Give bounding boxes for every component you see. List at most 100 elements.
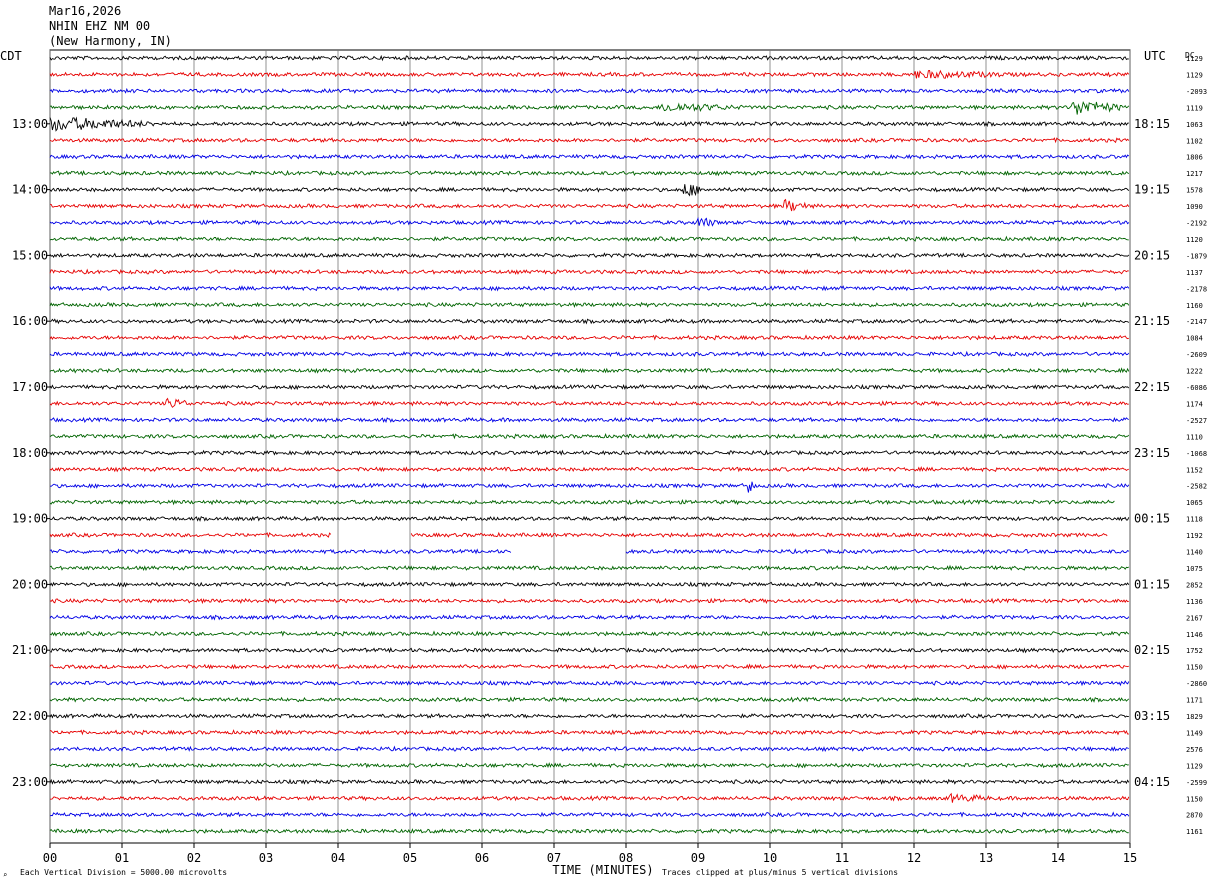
trace-group: [49, 54, 1130, 835]
utc-hour-label: 20:15: [1134, 248, 1170, 262]
seismic-trace: [49, 811, 1130, 818]
dc-offset-label: 1150: [1186, 664, 1203, 672]
x-tick-label: 10: [763, 851, 777, 865]
dc-offset-label: 1090: [1186, 203, 1203, 211]
dc-offset-label: 1192: [1186, 532, 1203, 540]
dc-offset-label: -6086: [1186, 384, 1207, 392]
seismic-trace: [49, 581, 1130, 588]
dc-offset-label: 1084: [1186, 335, 1203, 343]
seismic-trace: [49, 531, 1108, 539]
scale-note: Each Vertical Division = 5000.00 microvo…: [20, 868, 227, 877]
dc-offset-label: -1068: [1186, 450, 1207, 458]
utc-hour-label: 01:15: [1134, 577, 1170, 591]
cdt-hour-label: 20:00: [12, 577, 48, 591]
utc-hour-label: 22:15: [1134, 380, 1170, 394]
x-tick-label: 05: [403, 851, 417, 865]
cdt-hour-label: 19:00: [12, 512, 48, 526]
x-tick-label: 13: [979, 851, 993, 865]
dc-offset-label: 2167: [1186, 614, 1203, 622]
axis-labels: 00 01 02 03 04 05 06 07 08 09 10 11 12 13 14 15 1129 1129…: [12, 55, 1207, 865]
dc-offset-label: -2147: [1186, 318, 1207, 326]
utc-axis-label: UTC: [1144, 49, 1166, 63]
dc-offset-label: 1152: [1186, 466, 1203, 474]
x-tick-label: 07: [547, 851, 561, 865]
seismic-trace: [49, 54, 1129, 62]
dc-offset-label: 1160: [1186, 302, 1203, 310]
dc-offset-label: 1829: [1186, 713, 1203, 721]
clip-note: Traces clipped at plus/minus 5 vertical …: [662, 868, 898, 877]
x-tick-label: 04: [331, 851, 345, 865]
seismic-trace: [49, 465, 1129, 473]
dc-offset-label: -2860: [1186, 680, 1207, 688]
utc-hour-label: 21:15: [1134, 314, 1170, 328]
cdt-hour-label: 22:00: [12, 709, 48, 723]
dc-offset-label: 1129: [1186, 762, 1203, 770]
dc-offset-label: -2527: [1186, 417, 1207, 425]
seismic-trace: [49, 334, 1129, 341]
x-tick-label: 12: [907, 851, 921, 865]
x-tick-label: 00: [43, 851, 57, 865]
dc-offset-label: 2852: [1186, 581, 1203, 589]
seismic-trace: [49, 101, 1130, 115]
cdt-hour-label: 13:00: [12, 117, 48, 131]
seismic-trace: [49, 184, 1130, 197]
seismic-trace: [49, 116, 1129, 132]
seismic-trace: [49, 745, 1129, 753]
dc-offset-label: -2178: [1186, 285, 1207, 293]
seismic-trace: [49, 268, 1129, 275]
seismic-trace: [49, 646, 1129, 654]
x-tick-label: 06: [475, 851, 489, 865]
utc-hour-label: 03:15: [1134, 709, 1170, 723]
seismic-trace: [49, 614, 1130, 621]
plot-frame: [49, 49, 1131, 844]
x-tick-label: 14: [1051, 851, 1065, 865]
seismic-trace: [49, 449, 1129, 456]
dc-offset-label: 1120: [1186, 236, 1203, 244]
dc-offset-label: 1150: [1186, 795, 1203, 803]
seismic-trace: [49, 515, 1130, 522]
utc-hour-label: 00:15: [1134, 512, 1170, 526]
x-tick-label: 03: [259, 851, 273, 865]
cdt-hour-label: 16:00: [12, 314, 48, 328]
dc-offset-label: 2870: [1186, 812, 1203, 820]
dc-offset-label: 1075: [1186, 565, 1203, 573]
seismic-trace: [49, 827, 1129, 835]
cdt-hour-label: 15:00: [12, 248, 48, 262]
seismic-trace: [49, 367, 1130, 374]
dc-offset-label: 1065: [1186, 499, 1203, 507]
dc-offset-label: 1119: [1186, 104, 1203, 112]
dc-axis-label: DC: [1185, 51, 1195, 60]
seismic-trace: [49, 762, 1129, 769]
seismic-trace: [49, 712, 1129, 719]
cdt-hour-label: 18:00: [12, 446, 48, 460]
x-tick-label: 11: [835, 851, 849, 865]
seismic-trace: [49, 679, 1130, 687]
x-tick-label: 09: [691, 851, 705, 865]
seismic-trace: [49, 778, 1130, 785]
seismic-trace: [49, 69, 1130, 79]
corner-mark-icon: ⌕: [3, 871, 7, 879]
dc-offset-label: -2599: [1186, 779, 1207, 787]
cdt-axis-label: CDT: [0, 49, 22, 63]
x-tick-label: 01: [115, 851, 129, 865]
dc-offset-label: 1137: [1186, 269, 1203, 277]
dc-offset-label: 2576: [1186, 746, 1203, 754]
dc-offset-label: -2093: [1186, 88, 1207, 96]
dc-offset-label: 1806: [1186, 154, 1203, 162]
seismic-trace: [49, 153, 1130, 160]
dc-offset-label: 1102: [1186, 137, 1203, 145]
seismic-trace: [49, 285, 1130, 292]
dc-offset-label: 1161: [1186, 828, 1203, 836]
dc-offset-label: -1879: [1186, 252, 1207, 260]
seismic-trace: [49, 235, 1129, 242]
seismic-trace: [49, 137, 1130, 144]
x-axis-title: TIME (MINUTES): [552, 863, 653, 877]
utc-hour-label: 23:15: [1134, 446, 1170, 460]
plot-date: Mar16,2026: [49, 4, 122, 18]
seismic-trace: [49, 87, 1130, 94]
seismic-trace: [49, 729, 1129, 736]
dc-offset-label: 1140: [1186, 549, 1203, 557]
dc-offset-label: -2192: [1186, 220, 1207, 228]
seismic-trace: [49, 564, 1130, 572]
seismic-trace: [49, 663, 1130, 670]
